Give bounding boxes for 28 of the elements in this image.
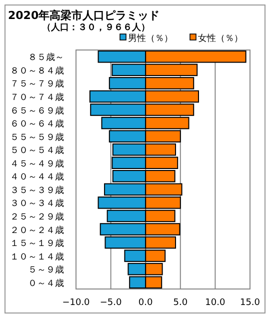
y-tick-label: ０～４歳: [28, 278, 64, 289]
y-tick-label: ４０～４４歳: [10, 172, 64, 183]
chart-title: 2020年高梁市人口ピラミッド: [8, 9, 160, 22]
x-tick-label: −10.0: [62, 298, 90, 308]
y-tick-label: ４５～４９歳: [10, 158, 64, 170]
y-tick-label: ２０～２４歳: [10, 224, 64, 236]
y-tick-label: ５５～５９歳: [10, 132, 64, 143]
y-tick-label: ７５～７９歳: [10, 78, 64, 90]
y-tick-label: １０～１４歳: [10, 251, 64, 262]
y-tick-label: ５～９歳: [28, 264, 64, 276]
y-tick-label: １５～１９歳: [10, 238, 64, 250]
y-tick-label: ７０～７４歳: [10, 92, 64, 103]
y-tick-label: ８０～８４歳: [10, 65, 64, 76]
y-tick-label: ５０～５４歳: [10, 145, 64, 156]
y-tick-label: ８５歳～: [28, 52, 64, 64]
x-tick-label: 15.0: [240, 298, 260, 308]
chart-subtitle: （人口：３０，９６６人）: [42, 22, 150, 33]
y-tick-label: ３５～３９歳: [10, 184, 64, 196]
legend-label: 男性（％）: [128, 33, 173, 44]
legend-label: 女性（％）: [198, 33, 243, 44]
y-tick-label: ６５～６９歳: [10, 105, 64, 116]
x-tick-label: −5.0: [100, 298, 122, 308]
y-tick-label: ２５～２９歳: [10, 211, 64, 222]
x-tick-label: 10.0: [205, 298, 226, 308]
x-tick-label: 0.0: [138, 298, 154, 308]
y-tick-label: ３０～３４歳: [10, 198, 64, 210]
x-tick-label: 5.0: [173, 298, 188, 308]
y-tick-label: ６０～６４歳: [10, 118, 64, 130]
